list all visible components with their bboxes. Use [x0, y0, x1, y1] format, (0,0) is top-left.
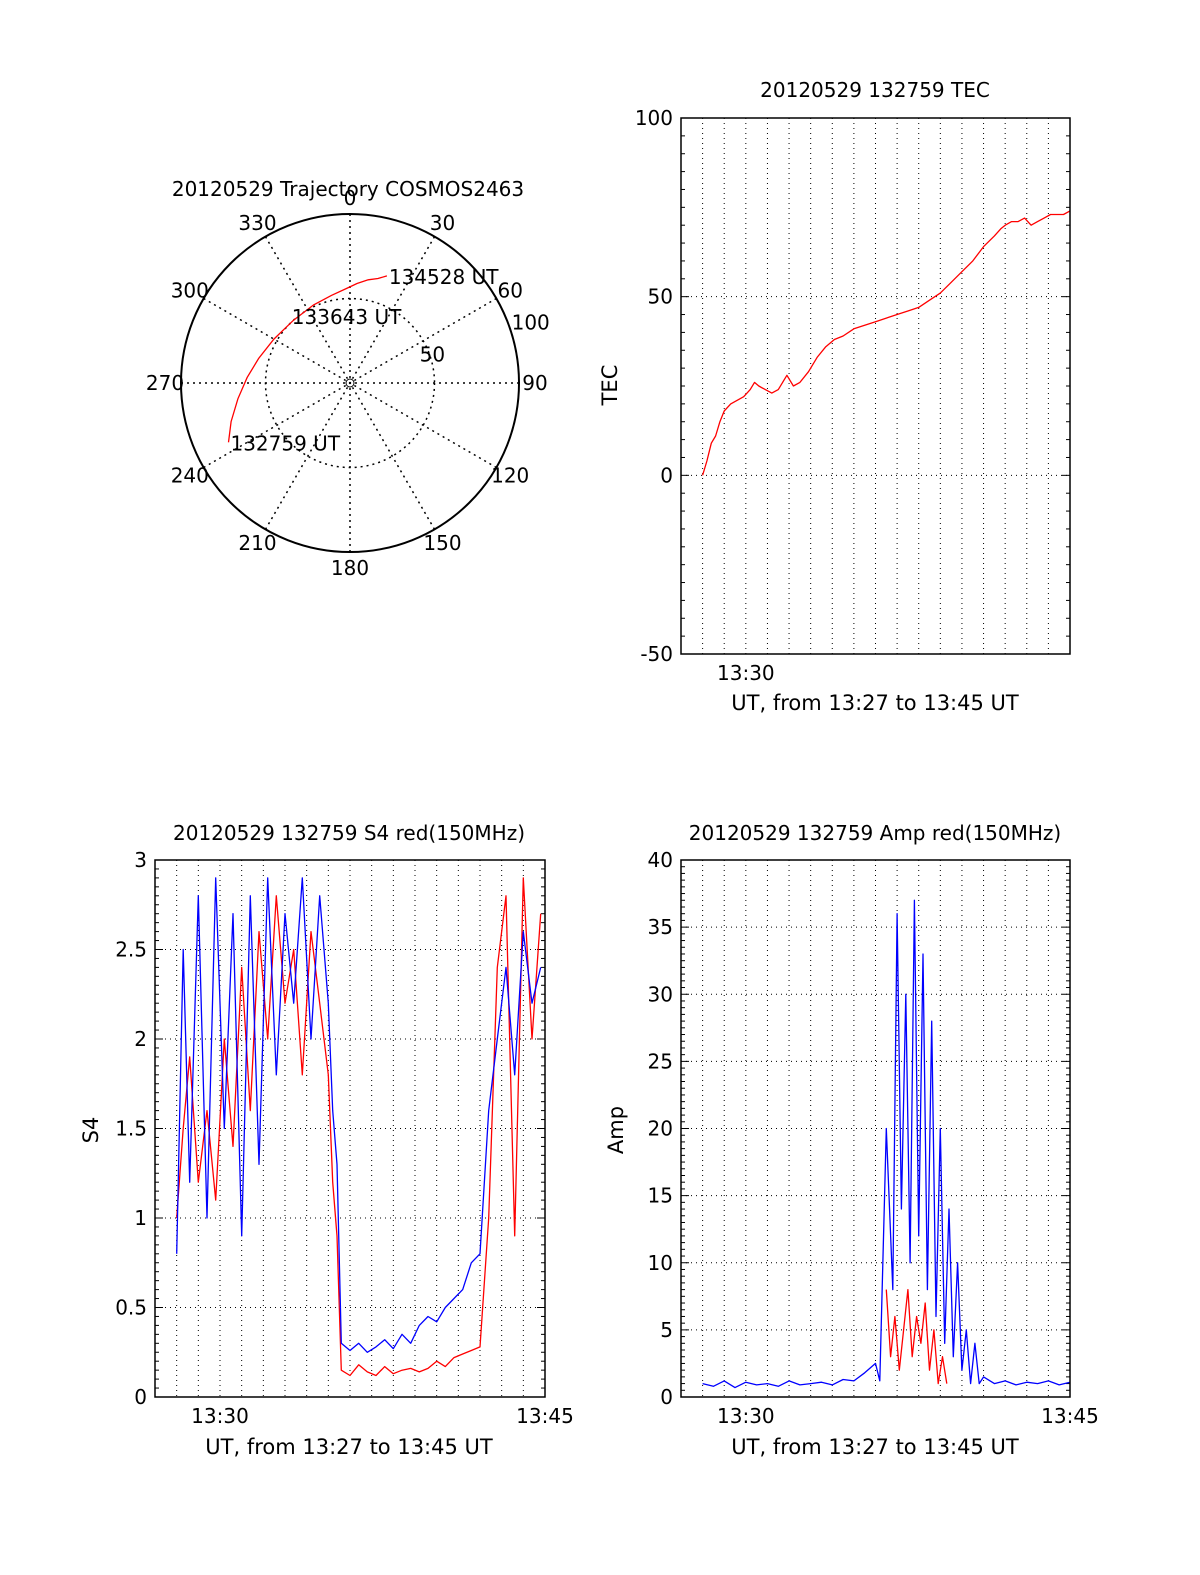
polar-title: 20120529 Trajectory COSMOS2463 — [172, 177, 524, 201]
amp-y-tick-label: 35 — [648, 915, 673, 939]
trajectory-polar-chart: 20120529 Trajectory COSMOS2463 0 30 60 90 12… — [146, 177, 550, 580]
tec-y-tick-label: -50 — [640, 642, 673, 666]
tec-title: 20120529 132759 TEC — [760, 78, 990, 102]
tec-series-line-0 — [701, 210, 1071, 476]
amp-y-tick-label: 5 — [660, 1318, 673, 1342]
polar-radius-labels: 50 100 — [420, 311, 550, 367]
polar-angle-label-210: 210 — [238, 531, 276, 555]
polar-radius-label-100: 100 — [512, 311, 550, 335]
polar-grid — [180, 213, 520, 553]
s4-series-line-1 — [176, 877, 542, 1353]
polar-trajectory-trace — [227, 275, 388, 443]
amp-title: 20120529 132759 Amp red(150MHz) — [689, 821, 1061, 845]
polar-time-annotation: 133643 UT — [292, 305, 402, 329]
amp-y-label: Amp — [604, 1106, 628, 1154]
polar-angle-label-0: 0 — [344, 186, 357, 210]
amp-series-line-1 — [702, 899, 1071, 1389]
amp-plot-area: 0 5 10 15 20 25 30 35 40 13:30 13:45 — [648, 848, 1099, 1428]
amp-x-tick-label: 13:45 — [1041, 1404, 1099, 1428]
amp-y-tick-label: 25 — [648, 1049, 673, 1073]
s4-series-line-0 — [176, 877, 542, 1377]
amp-chart: 20120529 132759 Amp red(150MHz) UT, from… — [604, 821, 1099, 1459]
s4-y-tick-label: 2.5 — [115, 938, 147, 962]
polar-time-annotation: 134528 UT — [389, 265, 499, 289]
s4-y-tick-label: 0 — [134, 1385, 147, 1409]
s4-y-tick-label: 1 — [134, 1206, 147, 1230]
tec-frame — [680, 117, 1071, 655]
s4-x-tick-label: 13:30 — [191, 1404, 249, 1428]
polar-angle-label-270: 270 — [146, 371, 184, 395]
polar-time-annotation: 132759 UT — [230, 431, 340, 455]
tec-x-tick-label: 13:30 — [717, 661, 775, 685]
s4-y-tick-label: 2 — [134, 1027, 147, 1051]
s4-y-label: S4 — [79, 1117, 103, 1144]
amp-x-label: UT, from 13:27 to 13:45 UT — [731, 1435, 1019, 1459]
tec-y-tick-label: 0 — [660, 463, 673, 487]
polar-annotations: 132759 UT 133643 UT 134528 UT — [230, 265, 499, 455]
polar-angle-label-90: 90 — [522, 371, 547, 395]
polar-radius-label-50: 50 — [420, 342, 445, 366]
s4-frame — [154, 859, 546, 1398]
polar-angle-label-240: 240 — [171, 464, 209, 488]
polar-angle-label-180: 180 — [331, 556, 369, 580]
polar-center-mark — [345, 378, 355, 388]
amp-y-tick-label: 20 — [648, 1117, 673, 1141]
s4-x-tick-label: 13:45 — [516, 1404, 574, 1428]
polar-angle-label-150: 150 — [423, 531, 461, 555]
s4-x-label: UT, from 13:27 to 13:45 UT — [205, 1435, 493, 1459]
s4-title: 20120529 132759 S4 red(150MHz) — [173, 821, 525, 845]
polar-angle-label-120: 120 — [491, 464, 529, 488]
polar-trajectory-line — [227, 275, 388, 443]
polar-angle-label-300: 300 — [171, 279, 209, 303]
amp-y-tick-label: 15 — [648, 1184, 673, 1208]
tec-plot-area: -50 0 50 100 13:30 — [635, 106, 1071, 685]
s4-y-tick-label: 1.5 — [115, 1117, 147, 1141]
s4-chart: 20120529 132759 S4 red(150MHz) UT, from … — [79, 821, 574, 1459]
amp-series-line-0 — [885, 1288, 948, 1385]
polar-angle-label-30: 30 — [430, 211, 455, 235]
s4-y-tick-label: 3 — [134, 848, 147, 872]
tec-y-tick-label: 100 — [635, 106, 673, 130]
amp-y-tick-label: 10 — [648, 1251, 673, 1275]
polar-angle-label-60: 60 — [497, 279, 522, 303]
tec-chart: 20120529 132759 TEC UT, from 13:27 to 13… — [598, 78, 1071, 715]
amp-y-tick-label: 30 — [648, 982, 673, 1006]
tec-y-label: TEC — [598, 365, 622, 407]
amp-x-tick-label: 13:30 — [717, 1404, 775, 1428]
tec-y-tick-label: 50 — [648, 285, 673, 309]
s4-plot-area: 0 0.5 1 1.5 2 2.5 3 13:30 13:45 — [115, 848, 574, 1428]
s4-y-tick-label: 0.5 — [115, 1296, 147, 1320]
polar-angle-label-330: 330 — [238, 211, 276, 235]
tec-x-label: UT, from 13:27 to 13:45 UT — [731, 691, 1019, 715]
amp-y-tick-label: 0 — [660, 1385, 673, 1409]
amp-y-tick-label: 40 — [648, 848, 673, 872]
polar-spoke-150 — [264, 236, 436, 530]
amp-frame — [680, 859, 1071, 1398]
polar-angle-labels: 0 30 60 90 120 150 180 210 240 270 300 330 — [146, 186, 548, 580]
